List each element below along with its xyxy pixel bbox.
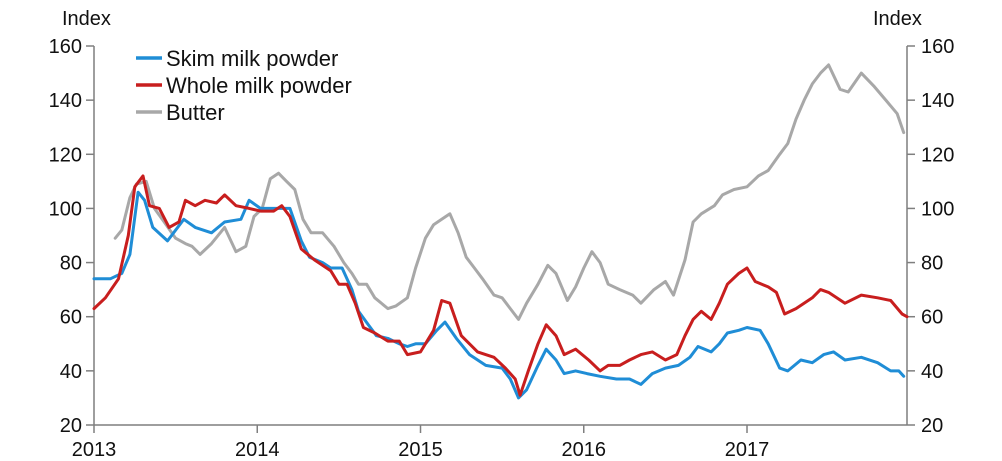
series-group	[92, 63, 909, 400]
legend-label: Butter	[166, 100, 225, 125]
legend-label: Whole milk powder	[166, 73, 352, 98]
right-y-tick-label: 20	[921, 415, 943, 437]
right-y-tick-label: 140	[921, 90, 954, 112]
left-axis-label: Index	[62, 8, 111, 30]
right-y-tick-label: 40	[921, 361, 943, 383]
left-y-tick-label: 60	[60, 307, 82, 329]
left-y-tick-label: 100	[49, 198, 82, 220]
series-line-whole-milk-powder	[92, 174, 909, 397]
series-line-skim-milk-powder	[92, 190, 906, 400]
right-y-tick-label: 60	[921, 307, 943, 329]
legend-label: Skim milk powder	[166, 46, 338, 71]
y-ticks: 20 20 40 40 60 60 80 80 100 100 120 120 140 140 160 160	[49, 36, 955, 437]
x-tick-label: 2013	[72, 439, 117, 461]
left-y-tick-label: 80	[60, 253, 82, 275]
series-line-butter	[113, 63, 906, 321]
x-tick-label: 2015	[398, 439, 443, 461]
x-ticks: 2013 2014 2015 2016 2017	[72, 425, 770, 461]
x-tick-label: 2017	[725, 439, 770, 461]
right-y-tick-label: 100	[921, 198, 954, 220]
left-y-tick-label: 20	[60, 415, 82, 437]
x-tick-label: 2014	[235, 439, 280, 461]
left-y-tick-label: 120	[49, 144, 82, 166]
axes	[93, 46, 908, 426]
left-y-tick-label: 40	[60, 361, 82, 383]
right-axis-label: Index	[873, 8, 922, 30]
right-y-tick-label: 80	[921, 253, 943, 275]
right-y-tick-label: 120	[921, 144, 954, 166]
right-y-tick-label: 160	[921, 36, 954, 58]
left-y-tick-label: 140	[49, 90, 82, 112]
left-y-tick-label: 160	[49, 36, 82, 58]
x-tick-label: 2016	[562, 439, 607, 461]
